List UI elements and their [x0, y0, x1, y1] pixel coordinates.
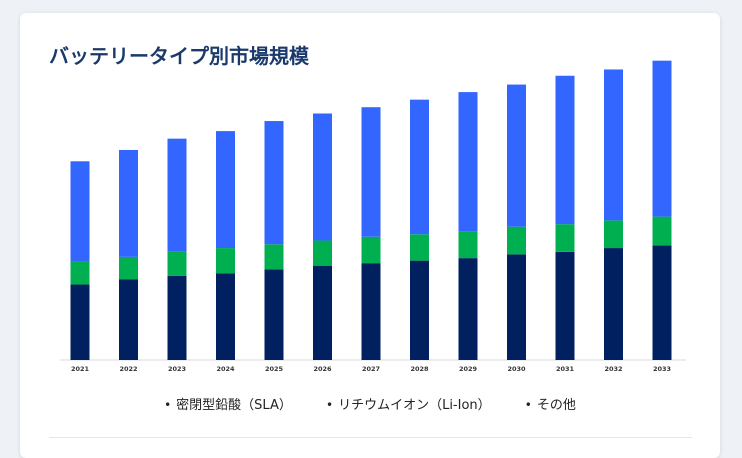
legend-bullet-icon: •: [326, 398, 334, 412]
bar-segment-2026-s1: [313, 240, 332, 266]
legend-label: その他: [536, 398, 576, 413]
bar-segment-2025-s2: [264, 121, 284, 245]
divider: [49, 437, 692, 438]
x-tick-label: 2031: [556, 365, 575, 373]
bar-segment-2025-s0: [264, 269, 284, 360]
x-tick-label: 2032: [604, 365, 622, 373]
legend-label: 密閉型鉛酸（SLA）: [176, 398, 292, 413]
x-tick-label: 2023: [168, 365, 186, 373]
bar-segment-2021-s0: [70, 284, 90, 360]
stacked-bar-chart: 2021 2022 2023 2024 2025 2026 2027 2028 2029 2030…: [60, 60, 686, 373]
bar-segment-2033-s0: [652, 245, 672, 360]
bar-segment-2024-s1: [216, 248, 235, 274]
bar-segment-2022-s1: [119, 256, 138, 280]
legend-item-li-ion[interactable]: • リチウムイオン（Li-Ion）: [326, 394, 491, 413]
bar-segment-2027-s2: [361, 107, 381, 237]
bar-segment-2026-s0: [313, 265, 332, 360]
chart-title: バッテリータイプ別市場規模: [49, 44, 309, 68]
bar-segment-2022-s2: [119, 149, 138, 257]
x-tick-label: 2025: [265, 365, 284, 373]
chart-card: バッテリータイプ別市場規模 2021 2022 2023 2024 2025 2026 20…: [20, 13, 720, 458]
bar-segment-2028-s0: [410, 260, 429, 360]
bar-segment-2025-s1: [264, 244, 284, 270]
bar-segment-2024-s2: [216, 131, 235, 249]
legend-item-other[interactable]: • その他: [525, 394, 576, 413]
bar-segment-2031-s2: [555, 75, 575, 225]
bar-segment-2029-s0: [458, 258, 478, 360]
bar-segment-2031-s1: [555, 224, 575, 252]
bar-segment-2023-s0: [167, 275, 187, 360]
bar-segment-2033-s2: [652, 60, 672, 217]
bar-segment-2024-s0: [216, 273, 235, 360]
bar-segment-2031-s0: [555, 251, 575, 360]
x-tick-label: 2033: [653, 365, 671, 373]
bar-segment-2026-s2: [313, 113, 332, 241]
x-tick-label: 2027: [362, 365, 380, 373]
legend-bullet-icon: •: [164, 398, 172, 412]
bar-segment-2033-s1: [652, 216, 672, 246]
bar-group: [70, 60, 672, 360]
bar-segment-2030-s2: [507, 84, 526, 227]
bar-segment-2023-s2: [167, 138, 187, 252]
x-tick-label: 2022: [119, 365, 137, 373]
chart-legend: • 密閉型鉛酸（SLA） • リチウムイオン（Li-Ion） • その他: [20, 394, 720, 413]
legend-item-sla[interactable]: • 密閉型鉛酸（SLA）: [164, 394, 292, 413]
bar-segment-2032-s1: [604, 220, 623, 249]
bar-segment-2028-s2: [410, 99, 429, 235]
bar-segment-2023-s1: [167, 251, 187, 276]
x-tick-label: 2026: [313, 365, 332, 373]
bar-segment-2032-s0: [604, 248, 623, 360]
legend-bullet-icon: •: [524, 398, 532, 412]
bar-segment-2030-s0: [507, 254, 526, 360]
bar-segment-2029-s2: [458, 92, 478, 232]
x-tick-label: 2030: [507, 365, 526, 373]
bar-segment-2032-s2: [604, 69, 623, 221]
legend-label: リチウムイオン（Li-Ion）: [338, 398, 491, 413]
x-tick-labels: 2021 2022 2023 2024 2025 2026 2027 2028 2029 2030…: [71, 365, 671, 373]
x-tick-label: 2028: [410, 365, 429, 373]
bar-segment-2029-s1: [458, 231, 478, 259]
x-tick-label: 2029: [459, 365, 478, 373]
x-tick-label: 2021: [71, 365, 90, 373]
bar-segment-2021-s1: [70, 261, 90, 285]
bar-segment-2022-s0: [119, 279, 138, 360]
bar-segment-2030-s1: [507, 226, 526, 255]
x-tick-label: 2024: [216, 365, 235, 373]
bar-segment-2027-s1: [361, 236, 381, 264]
bar-segment-2021-s2: [70, 161, 90, 262]
bar-segment-2028-s1: [410, 234, 429, 261]
bar-segment-2027-s0: [361, 263, 381, 360]
